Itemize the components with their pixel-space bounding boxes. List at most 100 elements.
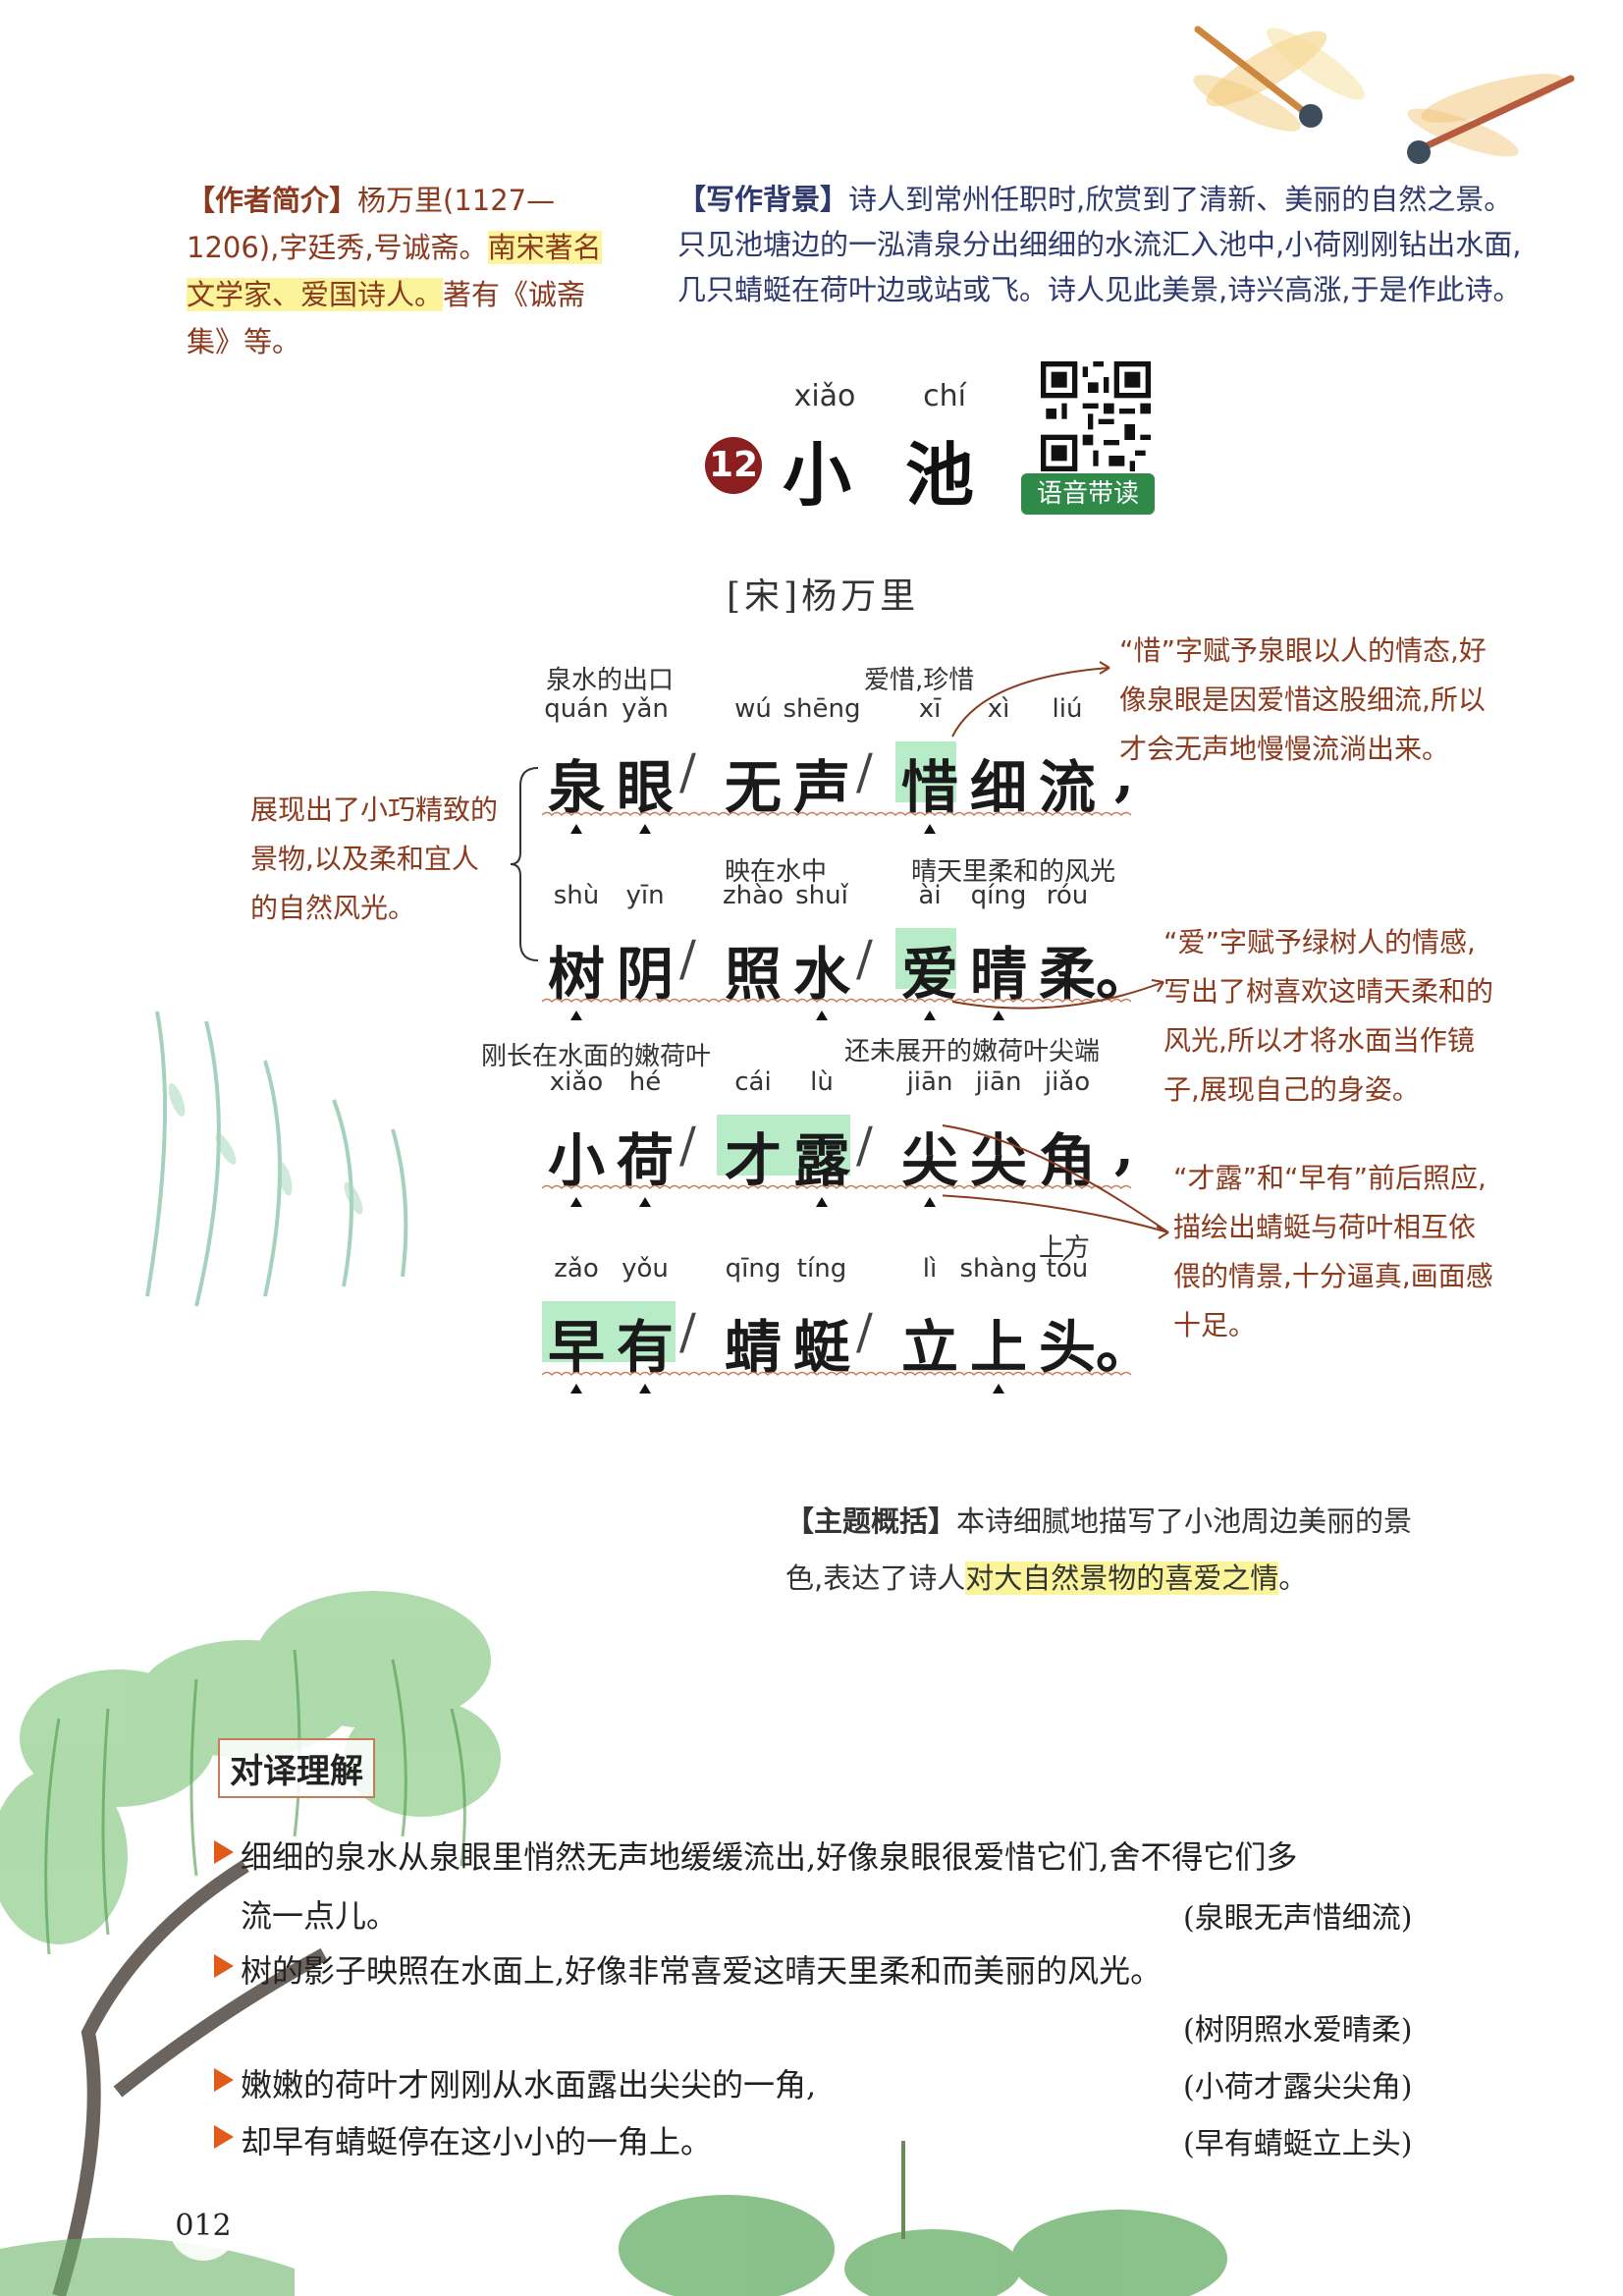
line2-char: 阴 <box>616 941 674 1008</box>
line3-pinyin: hé <box>628 1067 662 1097</box>
stress-dot <box>639 824 651 834</box>
stress-dot <box>993 1384 1004 1394</box>
title-char-2: 池 <box>905 434 974 516</box>
title-char-1: 小 <box>783 434 851 516</box>
dragonfly-illustration <box>1193 26 1575 164</box>
line4-char: 上 <box>969 1314 1027 1381</box>
stress-dot <box>924 1011 936 1020</box>
line3-pause-mark: / <box>856 1117 873 1174</box>
highlight-cailu <box>717 1115 850 1175</box>
writing-background: 【写作背景】诗人到常州任职时,欣赏到了清新、美丽的自然之景。只见池塘边的一泓清泉… <box>677 177 1522 312</box>
line1-underline <box>542 811 1131 817</box>
line1-pinyin: yǎn <box>622 694 669 724</box>
line4-char: 早 <box>547 1314 605 1381</box>
line1-char: 流 <box>1038 754 1096 821</box>
line2-pause-mark: / <box>679 930 696 987</box>
line4-pause-mark: / <box>679 1303 696 1360</box>
line4-pinyin: zǎo <box>554 1254 599 1284</box>
annotation-arrows <box>943 661 1169 1239</box>
line2-underline <box>542 998 1131 1004</box>
line1-char: 声 <box>792 754 850 821</box>
line1-char: 泉 <box>547 754 605 821</box>
line1-pause-mark: / <box>856 743 873 800</box>
qr-code[interactable] <box>1041 361 1151 471</box>
theme-summary: 【主题概括】本诗细腻地描写了小池周边美丽的景色,表达了诗人对大自然景物的喜爱之情… <box>785 1493 1434 1607</box>
line2-pinyin: ài <box>918 881 942 910</box>
line1-pinyin: liú <box>1052 694 1083 724</box>
line1-pinyin: xì <box>987 694 1010 724</box>
line2-pinyin: shuǐ <box>795 881 848 910</box>
title-pinyin-1: xiǎo <box>793 379 856 413</box>
line1-char: 眼 <box>616 754 674 821</box>
line3-pinyin: jiǎo <box>1044 1067 1091 1097</box>
line4-punctuation: 。 <box>1095 1314 1153 1381</box>
audio-reading-badge[interactable]: 语音带读 <box>1021 473 1155 515</box>
left-note: 展现出了小巧精致的景物,以及柔和宜人的自然风光。 <box>250 793 499 924</box>
line2-pinyin: róu <box>1046 881 1089 910</box>
line2-char: 照 <box>724 941 782 1008</box>
line2-char: 水 <box>792 941 850 1008</box>
line3-pinyin: jiān <box>906 1067 953 1097</box>
line2-gloss-1: 映在水中 <box>725 857 828 887</box>
line2-char: 爱 <box>900 941 958 1008</box>
translation-3-source: (小荷才露尖尖角) <box>1183 2070 1413 2105</box>
line3-punctuation: , <box>1113 1115 1135 1181</box>
stress-dot <box>570 824 582 834</box>
line1-gloss-1: 泉水的出口 <box>546 666 675 695</box>
line1-pinyin: xī <box>918 694 942 724</box>
translation-4-source: (早有蜻蜓立上头) <box>1183 2127 1413 2161</box>
title-pinyin-2: chí <box>923 379 966 413</box>
line3-char: 小 <box>547 1127 605 1194</box>
stress-dot <box>924 824 936 834</box>
highlight-xi <box>895 741 956 802</box>
line3-pinyin: lù <box>810 1067 834 1097</box>
translation-heading: 对译理解 <box>218 1738 375 1798</box>
writing-background-tag: 【写作背景】 <box>677 183 849 216</box>
line3-gloss-1: 刚长在水面的嫩荷叶 <box>481 1042 712 1071</box>
translation-2-source: (树阴照水爱晴柔) <box>1183 2013 1413 2048</box>
translation-1-text: 细细的泉水从泉眼里悄然无声地缓缓流出,好像泉眼很爱惜它们,舍不得它们多 <box>241 1838 1298 1876</box>
line3-underline <box>542 1184 1131 1190</box>
line4-gloss-1: 上方 <box>1039 1233 1091 1263</box>
line2-char: 柔 <box>1038 941 1096 1008</box>
line4-pinyin: yǒu <box>622 1254 669 1284</box>
line2-char: 树 <box>547 941 605 1008</box>
translation-4-text: 却早有蜻蜓停在这小小的一角上。 <box>241 2123 713 2160</box>
line4-char: 立 <box>900 1314 958 1381</box>
line2-pinyin: qíng <box>970 881 1027 910</box>
stress-dot <box>570 1197 582 1207</box>
theme-highlight: 对大自然景物的喜爱之情 <box>965 1561 1279 1595</box>
line1-punctuation: , <box>1113 741 1135 808</box>
left-bracket <box>511 767 539 961</box>
willow-branch-illustration <box>145 1011 408 1307</box>
line1-char: 惜 <box>900 754 958 821</box>
line4-char: 头 <box>1038 1314 1096 1381</box>
line2-pinyin: zhào <box>723 881 784 910</box>
line4-char: 蜻 <box>724 1314 782 1381</box>
right-note-3: “才露”和“早有”前后照应,描绘出蜻蜓与荷叶相互依偎的情景,十分逼真,画面感十足… <box>1173 1162 1493 1341</box>
lesson-number: 12 <box>708 445 759 485</box>
translation-heading-text: 对译理解 <box>230 1752 363 1791</box>
stress-dot <box>570 1384 582 1394</box>
line4-char: 蜓 <box>792 1314 850 1381</box>
author-intro-text-b: 著有《诚斋集》等。 <box>187 278 586 358</box>
stress-dot <box>639 1197 651 1207</box>
bullet-4 <box>214 2125 234 2149</box>
line1-char: 细 <box>969 754 1027 821</box>
line3-gloss-2: 还未展开的嫩荷叶尖端 <box>844 1037 1101 1066</box>
line4-underline <box>542 1371 1131 1377</box>
stress-dot <box>570 1011 582 1020</box>
stress-dot <box>924 1197 936 1207</box>
line3-char: 露 <box>792 1127 850 1194</box>
poem-author-line: [宋]杨万里 <box>727 576 920 617</box>
stress-dot <box>816 1011 828 1020</box>
author-intro-text-a: 杨万里(1127—1206),字廷秀,号诚斋。 <box>187 184 556 264</box>
lesson-number-badge: 12 <box>705 437 762 494</box>
line2-gloss-2: 晴天里柔和的风光 <box>911 857 1116 887</box>
audio-reading-label: 语音带读 <box>1036 479 1139 509</box>
line3-pinyin: jiān <box>975 1067 1022 1097</box>
line2-pinyin: yīn <box>625 881 665 910</box>
bullet-1 <box>214 1840 234 1864</box>
translation-3-text: 嫩嫩的荷叶才刚刚从水面露出尖尖的一角, <box>241 2066 817 2104</box>
page-number: 012 <box>169 2192 238 2261</box>
